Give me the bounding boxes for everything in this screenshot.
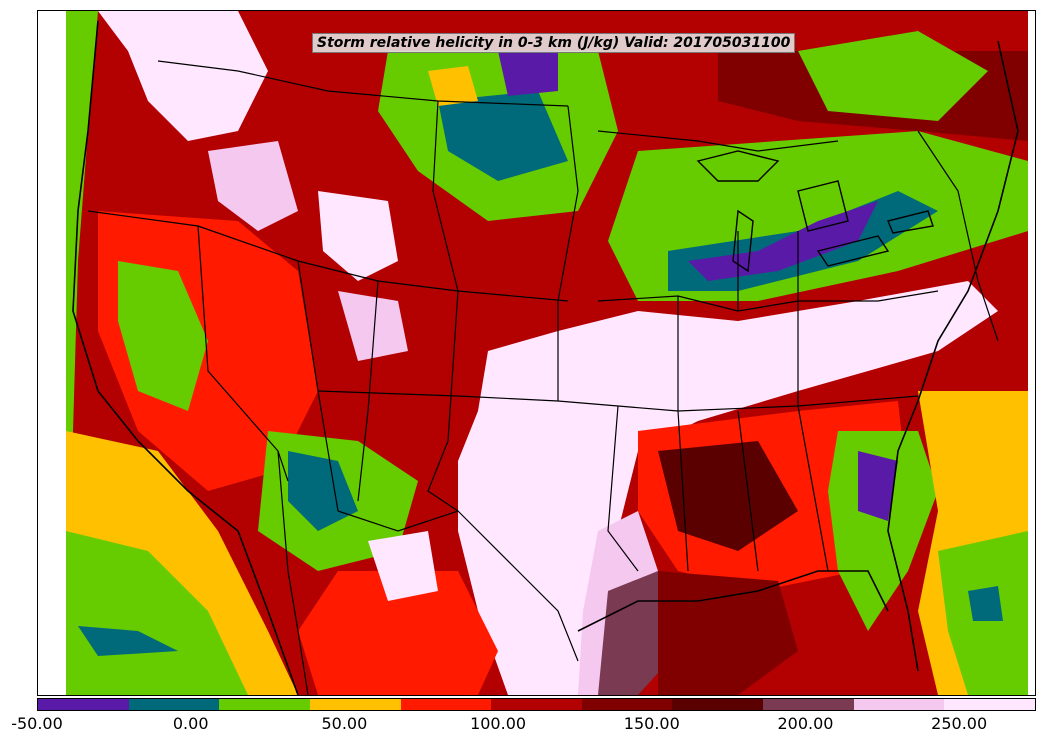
colorbar-segment [763, 699, 854, 710]
lake-michigan [732, 209, 754, 273]
colorbar-tick-label: 250.00 [931, 714, 988, 733]
field-mexico-white [368, 531, 438, 601]
field-ontario-green [798, 31, 988, 121]
colorbar-segment [400, 699, 492, 710]
lake-huron [797, 180, 849, 232]
colorbar-tick-label: 200.00 [777, 714, 834, 733]
field-colorado-pink [338, 291, 408, 361]
colorbar-segment [853, 699, 945, 710]
colorbar-tick-label: 150.00 [623, 714, 680, 733]
colorbar-segment [309, 699, 401, 710]
lake-superior [696, 150, 780, 182]
lake-erie [816, 235, 890, 267]
colorbar-segment [219, 699, 310, 710]
colorbar-segment [672, 699, 764, 710]
west-coastline [72, 20, 299, 695]
map-title: Storm relative helicity in 0-3 km (J/kg)… [312, 33, 796, 53]
map-canvas [38, 11, 1035, 695]
colorbar-segment [491, 699, 582, 710]
colorbar-tick-label: 50.00 [321, 714, 368, 733]
gulf-coastline [577, 570, 889, 632]
map-right-margin [1028, 11, 1035, 695]
colorbar-tick-label: 100.00 [470, 714, 527, 733]
colorbar-segment [38, 699, 129, 710]
field-west-edge [66, 11, 98, 695]
field-idaho-pink [208, 141, 298, 231]
field-southwest-teal [288, 451, 358, 531]
colorbar-segment [128, 699, 220, 710]
field-dakota-teal [438, 91, 568, 181]
field-georgia-purple [858, 451, 898, 521]
colorbar [37, 698, 1036, 711]
field-mexico-red [298, 571, 498, 695]
field-northwest-white [98, 11, 268, 141]
field-atlantic-teal [968, 586, 1003, 621]
helicity-map: Storm relative helicity in 0-3 km (J/kg)… [37, 10, 1036, 696]
field-montana-yellow [428, 66, 478, 106]
east-coastline [887, 40, 1019, 672]
field-dakota-purple [498, 51, 558, 96]
field-gulf-dark [658, 571, 798, 695]
field-great-lakes-purple [688, 201, 878, 281]
field-mississippi-dark [658, 441, 798, 551]
colorbar-tick-label: -50.00 [11, 714, 63, 733]
colorbar-segment [944, 699, 1036, 710]
field-california-green [118, 261, 208, 411]
field-carolina-green [828, 431, 938, 631]
colorbar-segment [581, 699, 673, 710]
field-wyoming-white [318, 191, 398, 281]
lake-ontario [887, 210, 934, 234]
map-left-margin [38, 11, 66, 695]
colorbar-tick-labels: -50.00 0.00 50.00 100.00 150.00 200.00 250.00 [0, 714, 1044, 740]
colorbar-tick-label: 0.00 [172, 714, 209, 733]
state-boundaries [87, 60, 999, 695]
field-pacific-teal [78, 626, 178, 656]
